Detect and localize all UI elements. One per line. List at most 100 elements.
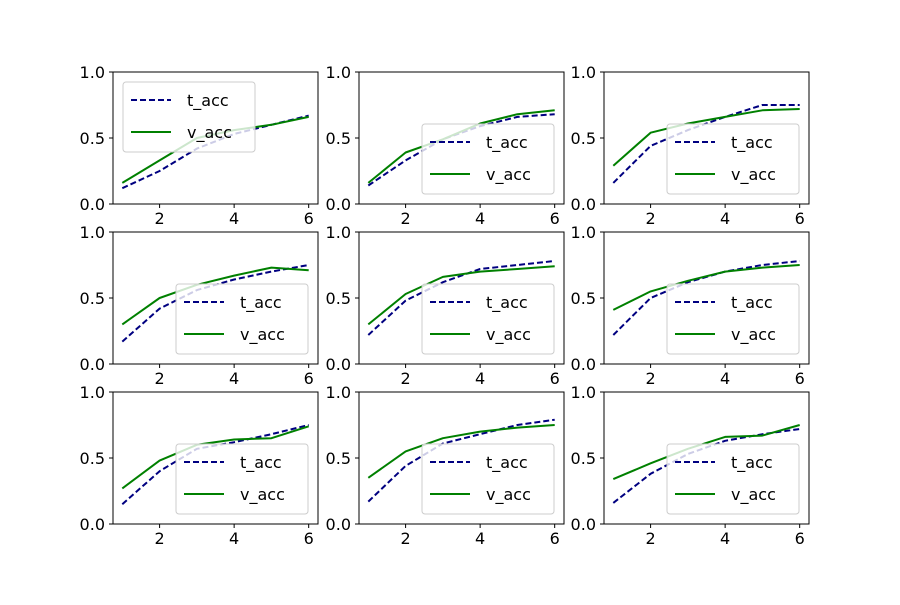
x-tick-label: 4 (720, 209, 730, 228)
x-tick-label: 2 (154, 209, 164, 228)
y-tick-label: 0.5 (326, 449, 351, 468)
y-tick-label: 0.5 (571, 449, 596, 468)
legend-box (122, 81, 256, 153)
y-tick-label: 0.5 (326, 289, 351, 308)
y-tick-label: 0.0 (80, 515, 105, 534)
legend-label-t_acc: t_acc (731, 453, 773, 473)
x-tick-label: 6 (795, 529, 805, 548)
y-tick-label: 0.0 (80, 355, 105, 374)
subplot-1: 2 4 6 0.0 0.5 1.0 t_acc v_acc (80, 63, 319, 228)
legend-box (175, 443, 309, 515)
legend-box (421, 283, 555, 355)
legend-label-v_acc: v_acc (731, 165, 776, 185)
legend-box (421, 123, 555, 195)
y-tick-label: 1.0 (326, 383, 351, 402)
x-tick-label: 4 (720, 529, 730, 548)
subplot-4: 2 4 6 0.0 0.5 1.0 t_acc v_acc (80, 223, 319, 388)
series-line-v_acc (612, 264, 800, 311)
x-tick-label: 4 (475, 209, 485, 228)
y-tick-label: 1.0 (326, 223, 351, 242)
y-tick-label: 0.0 (80, 195, 105, 214)
x-tick-label: 2 (645, 529, 655, 548)
y-tick-label: 1.0 (80, 223, 105, 242)
y-tick-label: 0.5 (80, 129, 105, 148)
y-tick-label: 0.0 (326, 515, 351, 534)
legend-label-v_acc: v_acc (486, 325, 531, 345)
legend-label-v_acc: v_acc (187, 123, 232, 143)
y-tick-label: 1.0 (571, 383, 596, 402)
x-tick-label: 6 (550, 369, 560, 388)
series-line-v_acc (367, 424, 555, 479)
legend-label-t_acc: t_acc (240, 453, 282, 473)
subplot-5: 2 4 6 0.0 0.5 1.0 t_acc v_acc (326, 223, 565, 388)
x-tick-label: 6 (795, 209, 805, 228)
legend-label-v_acc: v_acc (731, 325, 776, 345)
x-tick-label: 2 (154, 529, 164, 548)
x-tick-label: 2 (645, 369, 655, 388)
y-tick-label: 0.5 (80, 289, 105, 308)
legend-box (175, 283, 309, 355)
x-tick-label: 4 (229, 209, 239, 228)
legend-label-t_acc: t_acc (486, 293, 528, 313)
legend-label-t_acc: t_acc (240, 293, 282, 313)
legend-box (666, 283, 800, 355)
subplot-7: 2 4 6 0.0 0.5 1.0 t_acc v_acc (80, 383, 319, 548)
legend-label-t_acc: t_acc (486, 453, 528, 473)
y-tick-label: 1.0 (571, 63, 596, 82)
legend-label-v_acc: v_acc (486, 165, 531, 185)
subplot-2: 2 4 6 0.0 0.5 1.0 t_acc v_acc (326, 63, 565, 228)
x-tick-label: 6 (550, 529, 560, 548)
series-line-v_acc (121, 266, 309, 326)
y-tick-label: 1.0 (80, 63, 105, 82)
series-line-v_acc (612, 424, 800, 481)
legend-label-t_acc: t_acc (187, 91, 229, 111)
y-tick-label: 1.0 (571, 223, 596, 242)
x-tick-label: 4 (475, 369, 485, 388)
legend-label-v_acc: v_acc (240, 325, 285, 345)
y-tick-label: 0.0 (326, 195, 351, 214)
legend-label-t_acc: t_acc (731, 293, 773, 313)
y-tick-label: 0.0 (571, 515, 596, 534)
legend-box (666, 123, 800, 195)
y-tick-label: 0.0 (571, 195, 596, 214)
series-line-t_acc (367, 260, 555, 336)
x-tick-label: 6 (304, 209, 314, 228)
y-tick-label: 1.0 (80, 383, 105, 402)
x-tick-label: 2 (154, 369, 164, 388)
x-tick-label: 6 (304, 369, 314, 388)
x-tick-label: 2 (400, 369, 410, 388)
subplot-6: 2 4 6 0.0 0.5 1.0 t_acc v_acc (571, 223, 810, 388)
x-tick-label: 4 (720, 369, 730, 388)
x-tick-label: 6 (795, 369, 805, 388)
x-tick-label: 2 (400, 529, 410, 548)
x-tick-label: 6 (304, 529, 314, 548)
x-tick-label: 4 (229, 369, 239, 388)
y-tick-label: 0.0 (326, 355, 351, 374)
x-tick-label: 2 (400, 209, 410, 228)
series-line-v_acc (612, 108, 800, 167)
series-line-t_acc (367, 113, 555, 187)
x-tick-label: 2 (645, 209, 655, 228)
subplot-3: 2 4 6 0.0 0.5 1.0 t_acc v_acc (571, 63, 810, 228)
series-line-v_acc (121, 425, 310, 490)
legend-label-t_acc: t_acc (486, 133, 528, 153)
y-tick-label: 1.0 (326, 63, 351, 82)
legend-box (666, 443, 800, 515)
x-tick-label: 4 (475, 529, 485, 548)
y-tick-label: 0.5 (80, 449, 105, 468)
y-tick-label: 0.0 (571, 355, 596, 374)
legend-label-v_acc: v_acc (240, 485, 285, 505)
y-tick-label: 0.5 (571, 129, 596, 148)
y-tick-label: 0.5 (326, 129, 351, 148)
legend-box (421, 443, 555, 515)
subplot-8: 2 4 6 0.0 0.5 1.0 t_acc v_acc (326, 383, 565, 548)
legend-label-v_acc: v_acc (486, 485, 531, 505)
legend-label-t_acc: t_acc (731, 133, 773, 153)
y-tick-label: 0.5 (571, 289, 596, 308)
x-tick-label: 6 (550, 209, 560, 228)
series-line-v_acc (367, 265, 555, 326)
subplot-9: 2 4 6 0.0 0.5 1.0 t_acc v_acc (571, 383, 810, 548)
legend-label-v_acc: v_acc (731, 485, 776, 505)
